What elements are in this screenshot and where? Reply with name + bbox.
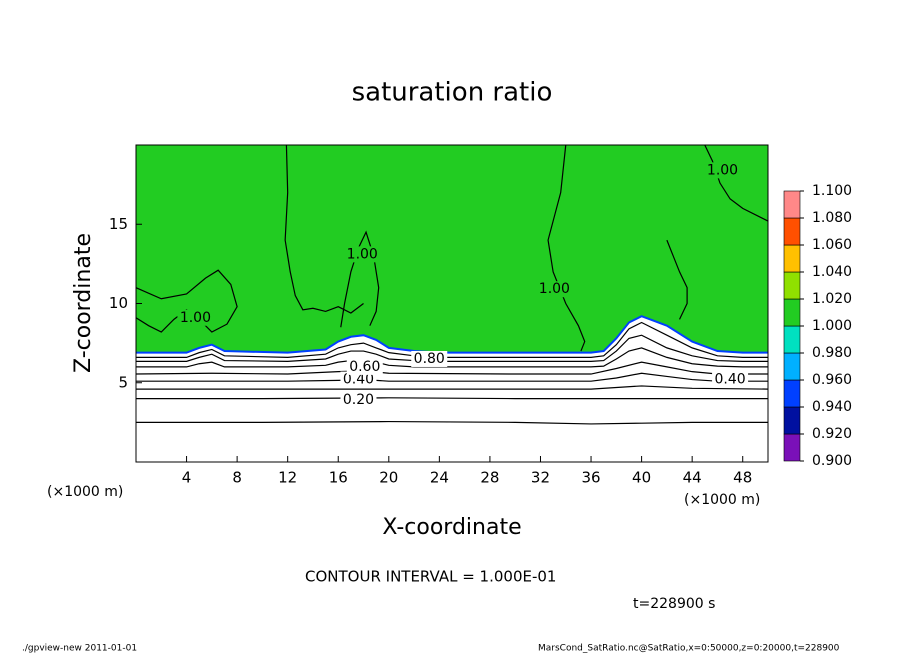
x-tick-label: 36: [581, 469, 600, 487]
colorbar-box: [783, 298, 801, 327]
contour-label: 0.80: [414, 351, 445, 367]
colorbar-label: 0.980: [812, 345, 852, 361]
contour-label-bg: [411, 350, 448, 367]
contour-label: 0.60: [349, 359, 380, 375]
x-tick-label: 48: [733, 469, 752, 487]
contour-label-bg: [177, 309, 214, 326]
contour-line: [284, 144, 364, 314]
colorbar-label: 1.060: [812, 237, 852, 253]
contour-label: 0.20: [343, 392, 374, 408]
colorbar-box: [783, 325, 801, 354]
x-unit: (×1000 m): [684, 492, 760, 508]
x-tick-label: 12: [278, 469, 297, 487]
y-tick-label: 5: [118, 373, 128, 391]
colorbar-label: 1.080: [812, 210, 852, 226]
contour-label-bg: [704, 162, 741, 179]
colorbar-box: [783, 433, 801, 462]
x-tick-label: 8: [232, 469, 242, 487]
contour-label-bg: [340, 392, 377, 409]
colorbar-label: 1.040: [812, 264, 852, 280]
contour-line: [666, 239, 688, 320]
x-unit: (×1000 m): [47, 484, 123, 500]
contour-label-bg: [340, 371, 377, 388]
y-tick-label: 15: [109, 215, 128, 233]
colorbar-box: [783, 406, 801, 435]
colorbar-label: 1.000: [812, 318, 852, 334]
contour-line: [704, 144, 769, 222]
x-axis-label: X-coordinate: [382, 515, 521, 540]
colorbar-label: 1.020: [812, 291, 852, 307]
x-tick-label: 20: [379, 469, 398, 487]
contour-line: [135, 269, 238, 333]
contour-label: 0.40: [343, 372, 374, 388]
x-tick-label: 32: [531, 469, 550, 487]
contour-label: 1.00: [347, 246, 378, 262]
contour-line: [136, 420, 768, 425]
contour-label-bg: [536, 281, 573, 298]
y-axis-label: Z-coordinate: [71, 233, 96, 373]
footer-left: ./gpview-new 2011-01-01: [22, 644, 137, 654]
contour-line: [136, 397, 768, 400]
x-tick-label: 28: [480, 469, 499, 487]
colorbar-box: [783, 379, 801, 408]
colorbar-box: [783, 244, 801, 273]
time-label: t=228900 s: [633, 596, 715, 612]
contour-label-bg: [344, 246, 381, 263]
colorbar-box: [783, 352, 801, 381]
x-tick-label: 16: [329, 469, 348, 487]
colorbar-box: [783, 271, 801, 300]
colorbar-box: [783, 190, 801, 219]
colorbar-label: 1.100: [812, 183, 852, 199]
x-tick-label: 24: [430, 469, 449, 487]
contour-label-bg: [346, 358, 383, 375]
colorbar-label: 0.900: [812, 453, 852, 469]
x-tick-label: 44: [683, 469, 702, 487]
contour-label: 0.40: [714, 372, 745, 388]
contour-line: [136, 385, 769, 390]
contour-label: 1.00: [180, 310, 211, 326]
contour-line: [136, 372, 768, 382]
x-tick-label: 40: [632, 469, 651, 487]
chart-title: saturation ratio: [352, 78, 553, 108]
colorbar-box: [783, 217, 801, 246]
contour-line: [340, 230, 380, 328]
contour-label: 1.00: [539, 281, 570, 297]
contour-label: 1.00: [707, 162, 738, 178]
shaded-region: [136, 145, 768, 353]
colorbar-label: 0.960: [812, 372, 852, 388]
y-tick-label: 10: [109, 294, 128, 312]
x-tick-label: 4: [182, 469, 192, 487]
colorbar-label: 0.920: [812, 426, 852, 442]
contour-interval: CONTOUR INTERVAL = 1.000E-01: [305, 568, 556, 586]
colorbar-label: 0.940: [812, 399, 852, 415]
footer-right: MarsCond_SatRatio.nc@SatRatio,x=0:50000,…: [538, 644, 840, 654]
contour-line: [135, 361, 768, 375]
contour-label-bg: [712, 371, 749, 388]
